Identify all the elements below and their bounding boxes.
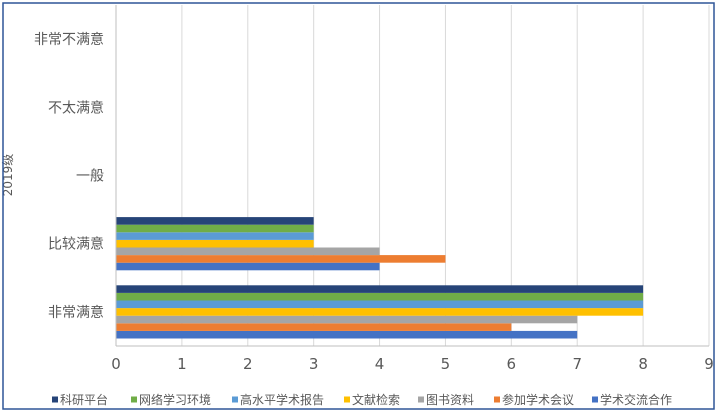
category-label-0: 非常满意 [48,304,104,321]
legend-label-0: 科研平台 [60,392,108,407]
legend-swatch-0 [52,396,58,403]
x-tick-label-8: 8 [638,355,648,373]
bar-1-6 [116,217,314,225]
bar-1-1 [116,255,446,263]
x-tick-label-9: 9 [704,355,714,373]
x-tick-label-3: 3 [309,355,319,373]
legend-label-5: 参加学术会议 [502,392,574,407]
bar-0-4 [116,300,644,309]
category-label-2: 一般 [76,169,104,185]
legend-swatch-4 [418,396,424,403]
bar-0-2 [116,315,578,324]
bar-1-2 [116,247,380,256]
bar-0-3 [116,308,644,316]
x-tick-label-5: 5 [441,355,451,373]
bars [116,217,644,339]
legend-swatch-3 [344,396,350,403]
legend-swatch-6 [592,396,598,403]
legend-swatch-1 [131,396,137,403]
axes: 0 1 2 3 4 5 6 7 8 9 非常满意 比较满意 一般 不太满意 非常不满意 [34,5,714,373]
bar-1-3 [116,239,314,248]
category-label-3: 不太满意 [48,99,104,116]
legend-label-4: 图书资料 [426,393,474,407]
bar-0-0 [116,330,578,339]
bar-0-1 [116,323,512,331]
bar-0-5 [116,292,644,301]
category-label-4: 非常不满意 [34,31,104,48]
x-tick-label-4: 4 [375,355,385,373]
legend-label-3: 文献检索 [352,392,400,407]
legend-swatch-5 [494,396,500,403]
bar-1-4 [116,232,314,240]
x-tick-label-2: 2 [243,355,253,373]
gridlines [181,5,710,346]
legend-label-2: 高水平学术报告 [240,392,324,407]
legend-swatch-2 [232,396,238,403]
x-tick-label-1: 1 [177,355,187,373]
y-axis-title: 2019级 [1,154,15,197]
legend-label-6: 学术交流合作 [600,392,672,407]
legend: 科研平台 网络学习环境 高水平学术报告 文献检索 图书资料 参加学术会议 学术交流合作 [52,392,672,407]
bar-0-6 [116,285,644,293]
bar-1-0 [116,262,380,271]
bar-1-5 [116,224,314,233]
legend-label-1: 网络学习环境 [139,392,211,407]
x-tick-label-6: 6 [507,355,517,373]
x-tick-label-0: 0 [111,355,121,373]
category-label-1: 比较满意 [48,236,104,253]
x-tick-label-7: 7 [572,355,582,373]
